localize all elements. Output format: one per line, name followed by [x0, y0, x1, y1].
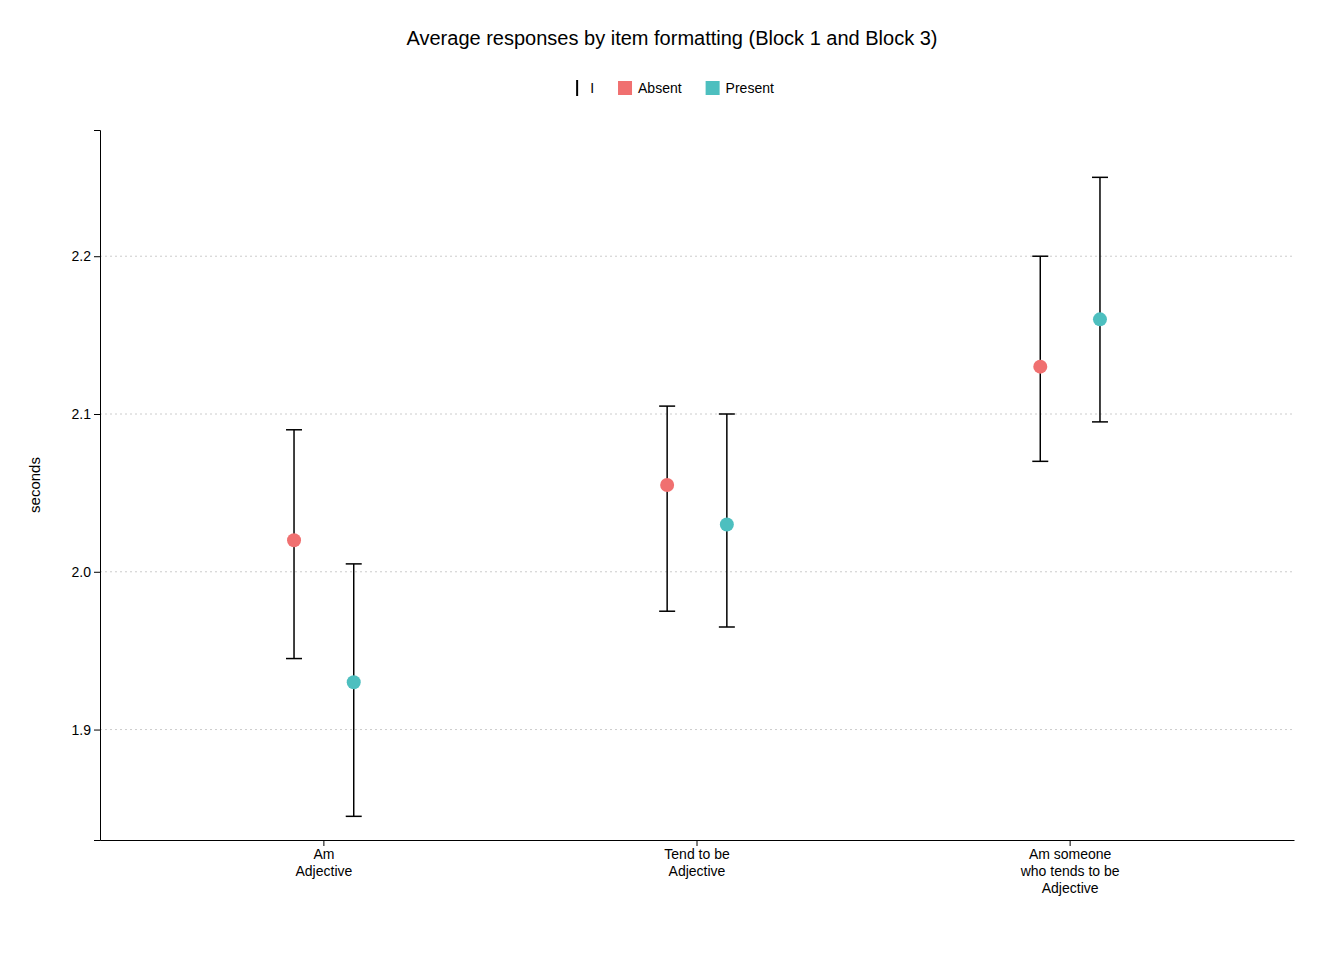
legend-symbol [576, 80, 578, 96]
error-bar [666, 406, 668, 611]
legend-swatch [618, 81, 632, 95]
point [347, 675, 361, 689]
legend-label: Present [726, 80, 774, 96]
error-cap-low [1092, 421, 1108, 423]
legend-item: I [577, 80, 594, 96]
y-axis-title: seconds [26, 457, 43, 513]
x-tick: Am someonewho tends to beAdjective [1020, 840, 1120, 896]
error-cap-high [659, 405, 675, 407]
y-tick: 2.1 [72, 406, 100, 422]
legend: I Absent Present [577, 80, 774, 96]
error-cap-low [286, 658, 302, 660]
legend-swatch [706, 81, 720, 95]
y-tick-mark [94, 730, 100, 731]
y-tick-mark [94, 572, 100, 573]
x-tick-label: Tend to beAdjective [664, 846, 730, 879]
y-tick-label: 2.1 [72, 406, 92, 422]
x-tick-label-line: Tend to be [664, 846, 730, 862]
error-bar [1040, 256, 1042, 461]
error-cap-low [659, 610, 675, 612]
error-cap-low [1032, 461, 1048, 463]
x-tick-label-line: Adjective [1042, 880, 1099, 896]
plot-marks [286, 177, 1108, 816]
error-cap-low [346, 816, 362, 818]
grid-line [100, 729, 1294, 730]
series [346, 177, 1108, 816]
x-tick: Tend to beAdjective [664, 840, 730, 879]
error-bar [353, 564, 355, 816]
y-tick-mark [94, 256, 100, 257]
grid-line [100, 571, 1294, 572]
error-cap-high [1092, 177, 1108, 179]
legend-item: Absent [618, 80, 682, 96]
y-tick: 2.0 [72, 564, 100, 580]
grid-line [100, 256, 1294, 257]
point [660, 478, 674, 492]
y-tick-label: 2.0 [72, 564, 92, 580]
point [720, 517, 734, 531]
chart-title: Average responses by item formatting (Bl… [407, 27, 938, 49]
error-cap-low [719, 626, 735, 628]
x-tick-label: Am someonewho tends to beAdjective [1020, 846, 1120, 896]
x-tick-label-line: Am [313, 846, 334, 862]
error-cap-high [286, 429, 302, 431]
legend-label: Absent [638, 80, 682, 96]
y-axis: 1.9 2.0 2.1 2.2 [72, 131, 101, 841]
error-bar [1099, 177, 1101, 422]
x-axis: AmAdjectiveTend to beAdjectiveAm someone… [101, 840, 1295, 896]
error-cap-high [1032, 255, 1048, 257]
x-tick-label-line: Adjective [295, 863, 352, 879]
x-tick-label-line: who tends to be [1020, 863, 1120, 879]
chart: 1.92.02.12.2AmAdjectiveTend to beAdjecti… [0, 0, 1344, 960]
error-cap-high [346, 563, 362, 565]
y-tick-label: 2.2 [72, 248, 92, 264]
point [287, 533, 301, 547]
legend-item: Present [706, 80, 774, 96]
grid [100, 256, 1294, 729]
series [286, 256, 1048, 658]
x-tick-label: AmAdjective [295, 846, 352, 879]
error-cap-high [719, 413, 735, 415]
legend-label: I [590, 80, 594, 96]
y-tick: 1.9 [72, 722, 100, 738]
x-tick: AmAdjective [295, 840, 352, 879]
y-tick-label: 1.9 [72, 722, 92, 738]
point [1033, 360, 1047, 374]
y-tick-mark [94, 414, 100, 415]
y-axis-line [94, 131, 101, 841]
x-tick-label-line: Adjective [669, 863, 726, 879]
y-tick: 2.2 [72, 248, 100, 264]
x-tick-label-line: Am someone [1029, 846, 1112, 862]
grid-line [100, 414, 1294, 415]
point [1093, 312, 1107, 326]
